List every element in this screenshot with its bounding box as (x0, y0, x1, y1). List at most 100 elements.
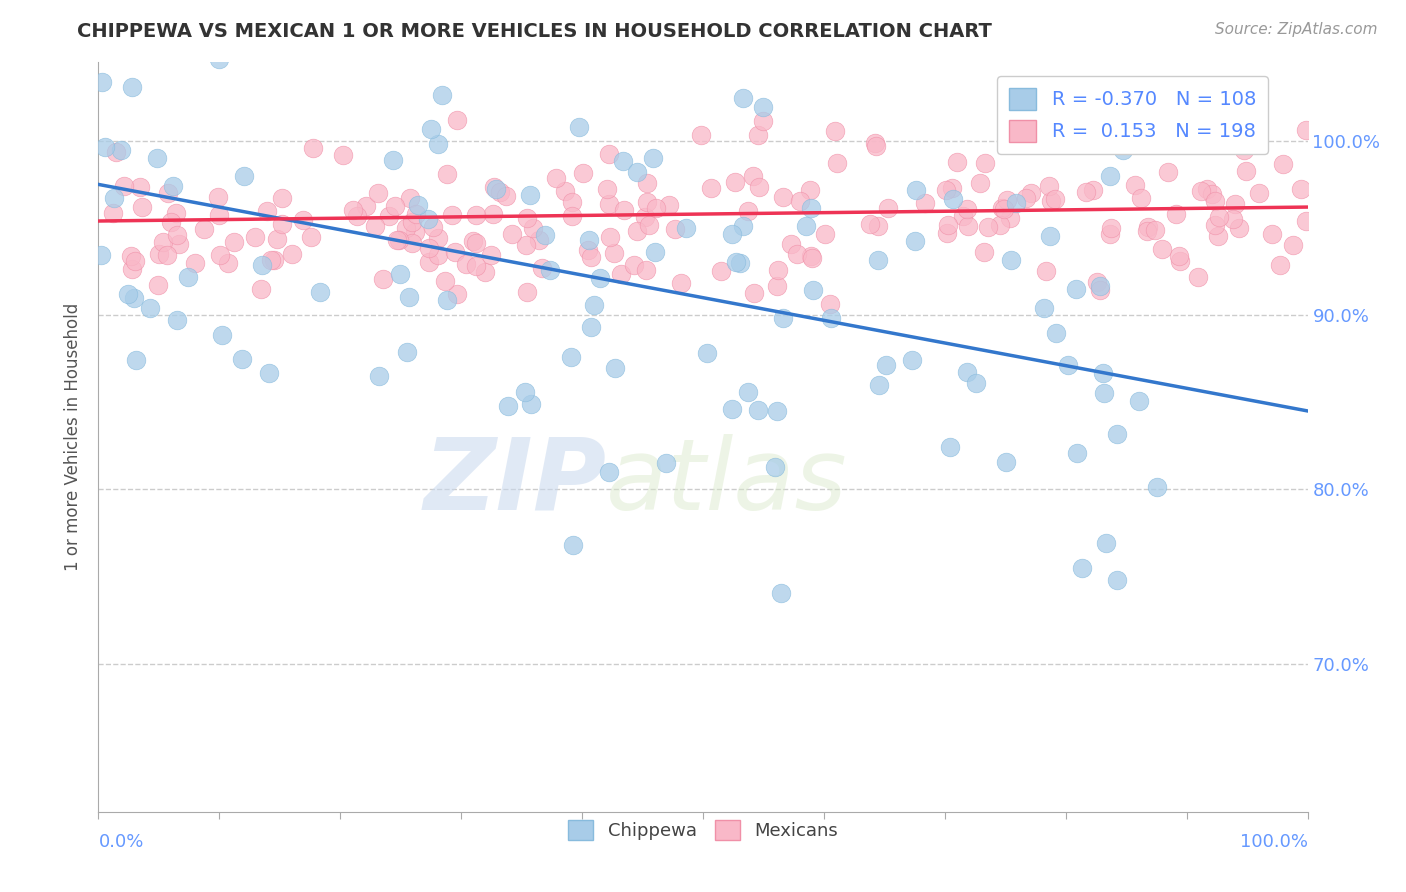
Point (418, 241, 440, 255)
Point (183, 255, 205, 269)
Text: CHIPPEWA VS MEXICAN 1 OR MORE VEHICLES IN HOUSEHOLD CORRELATION CHART: CHIPPEWA VS MEXICAN 1 OR MORE VEHICLES I… (77, 22, 993, 41)
Point (208, 208, 231, 222)
Point (224, 235, 246, 249)
Point (1000, 253, 1022, 268)
Point (531, 260, 554, 275)
Point (1295, 123, 1317, 137)
Point (482, 180, 505, 194)
Point (1019, 186, 1042, 201)
Point (522, 221, 544, 235)
Point (1090, 284, 1112, 298)
Point (582, 298, 605, 312)
Point (250, 282, 273, 296)
Point (998, 211, 1021, 225)
Point (603, 245, 626, 260)
Point (156, 186, 179, 201)
Point (1015, 191, 1038, 205)
Point (741, 169, 763, 183)
Point (1039, 228, 1062, 243)
Point (404, 225, 426, 239)
Point (731, 91, 754, 105)
Point (441, 208, 464, 222)
Point (103, 190, 125, 204)
Point (824, 124, 846, 138)
Point (1083, 183, 1105, 197)
Point (1099, 227, 1122, 242)
Point (603, 360, 626, 375)
Point (382, 153, 405, 168)
Point (733, 219, 755, 234)
Point (211, 327, 233, 342)
Point (1156, 164, 1178, 178)
Point (427, 230, 450, 244)
Point (291, 213, 314, 227)
Point (101, 206, 124, 220)
Point (901, 353, 924, 368)
Point (626, 224, 648, 238)
Point (110, 144, 132, 158)
Point (1222, 212, 1244, 227)
Point (266, 232, 288, 246)
Point (443, 36, 465, 50)
Point (389, 267, 412, 281)
Point (208, 248, 231, 262)
Point (138, 301, 160, 315)
Point (152, 235, 174, 249)
Point (1092, 385, 1115, 400)
Point (422, 220, 444, 235)
Point (498, 399, 520, 413)
Point (112, 179, 135, 194)
Point (664, 222, 686, 236)
Point (747, 402, 769, 417)
Point (696, 346, 718, 360)
Point (165, 206, 187, 220)
Point (260, 252, 283, 267)
Point (148, 246, 170, 260)
Point (561, 539, 583, 553)
Point (1289, 182, 1312, 196)
Point (401, 235, 423, 250)
Point (995, 193, 1018, 207)
Point (418, 255, 440, 269)
Point (866, 219, 889, 233)
Point (90, 75, 112, 89)
Point (367, 186, 389, 200)
Point (974, 155, 997, 169)
Point (579, 250, 602, 264)
Point (904, 234, 927, 248)
Point (720, 227, 742, 242)
Point (322, 0, 344, 9)
Point (710, 263, 733, 277)
Point (737, 385, 759, 400)
Point (866, 252, 889, 267)
Point (354, 198, 377, 212)
Point (104, 145, 127, 159)
Point (561, 195, 583, 210)
Point (395, 221, 418, 235)
Point (786, 246, 808, 260)
Point (780, 236, 803, 251)
Point (634, 263, 657, 277)
Point (401, 215, 423, 229)
Point (598, 465, 620, 479)
Point (1249, 186, 1271, 200)
Point (818, 296, 841, 310)
Point (800, 249, 823, 263)
Point (388, 233, 411, 247)
Point (952, 209, 974, 223)
Point (131, 200, 153, 214)
Point (1208, 210, 1230, 224)
Point (742, 286, 765, 301)
Point (725, 255, 748, 269)
Point (465, 235, 488, 250)
Point (814, 227, 837, 241)
Point (418, 212, 440, 227)
Point (515, 238, 537, 252)
Point (914, 196, 936, 211)
Point (638, 218, 661, 232)
Point (1057, 359, 1080, 373)
Point (444, 244, 467, 259)
Point (516, 285, 538, 300)
Point (1168, 249, 1191, 263)
Point (281, 247, 304, 261)
